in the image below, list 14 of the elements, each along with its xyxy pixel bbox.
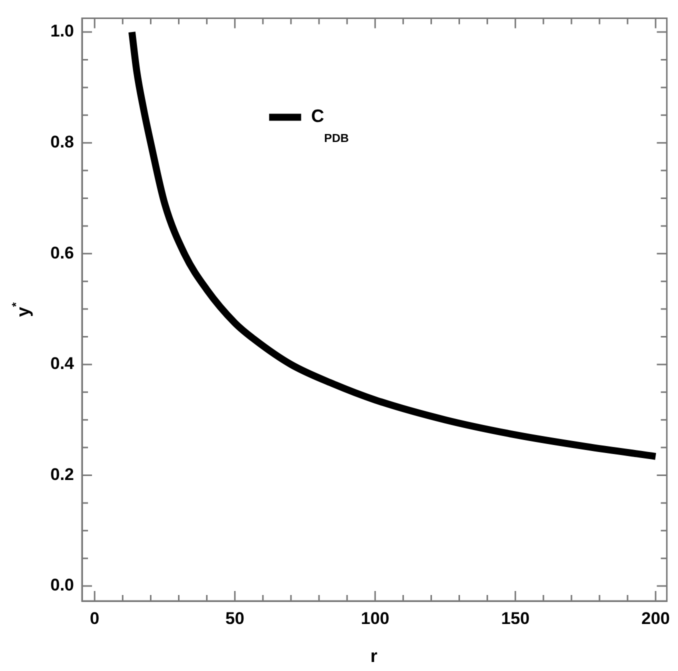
y-axis-title: y* (10, 302, 33, 317)
y-tick-label: 0.6 (50, 243, 74, 262)
x-tick-label: 100 (360, 608, 390, 628)
x-tick-label: 50 (225, 608, 244, 628)
x-tick-label: 200 (641, 608, 670, 628)
x-tick-label: 0 (90, 608, 100, 628)
x-axis-title: r (370, 646, 378, 666)
y-tick-label: 0.0 (50, 576, 74, 595)
x-tick-label: 150 (501, 608, 530, 628)
y-tick-label: 0.8 (50, 132, 74, 152)
y-tick-label: 1.0 (50, 22, 74, 41)
y-tick-label: 0.2 (50, 464, 74, 484)
legend-label: CPDB (311, 106, 349, 146)
y-tick-label: 0.4 (50, 354, 75, 374)
